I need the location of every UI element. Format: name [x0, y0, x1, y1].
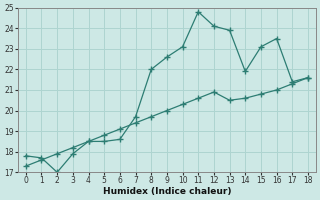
X-axis label: Humidex (Indice chaleur): Humidex (Indice chaleur): [103, 187, 231, 196]
